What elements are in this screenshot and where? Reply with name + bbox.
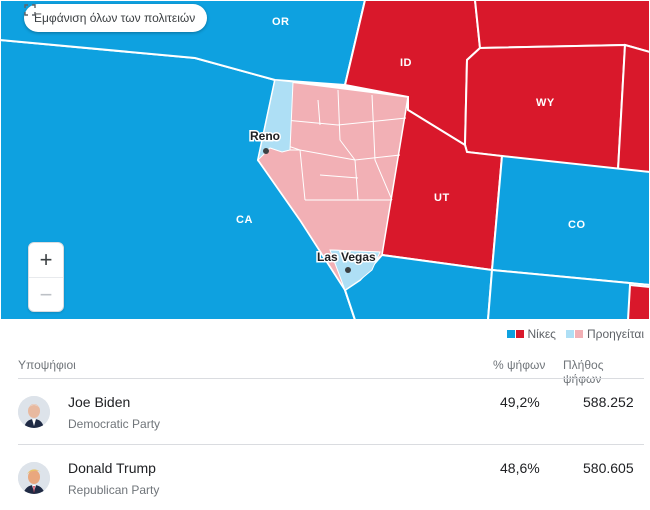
dem-win-swatch — [506, 330, 515, 338]
dem-lead-swatch — [565, 330, 574, 338]
biden-portrait — [18, 396, 50, 428]
header-divider — [18, 378, 644, 379]
header-candidates: Υποψήφιοι — [18, 358, 76, 372]
city-label-reno: Reno — [250, 129, 280, 143]
candidate-name: Donald Trump — [68, 460, 156, 476]
wins-swatches — [506, 330, 524, 338]
rep-win-swatch — [515, 330, 524, 338]
county-washoe[interactable] — [257, 79, 294, 162]
candidate-party: Republican Party — [68, 483, 160, 497]
candidate-percent: 48,6% — [500, 460, 540, 476]
header-percent: % ψήφων — [493, 358, 546, 372]
state-label-ut: UT — [434, 192, 450, 204]
zoom-control: + − — [28, 242, 64, 312]
header-votes: Πλήθος ψήφων — [563, 358, 604, 386]
state-label-co: CO — [568, 219, 586, 231]
map-canvas[interactable]: OR ID WY UT CO CA Reno Las Vegas — [0, 0, 650, 320]
las-vegas-marker — [345, 267, 351, 273]
map-legend: Νίκες Προηγείται — [497, 327, 644, 341]
candidate-votes: 580.605 — [583, 460, 634, 476]
state-label-wy: WY — [536, 97, 555, 109]
legend-leading-label: Προηγείται — [586, 327, 644, 341]
trump-portrait — [18, 462, 50, 494]
candidate-percent: 49,2% — [500, 394, 540, 410]
state-label-id: ID — [400, 57, 412, 69]
state-nm[interactable] — [486, 268, 650, 320]
candidate-row: Donald Trump Republican Party 48,6% 580.… — [18, 444, 644, 510]
legend-leading: Προηγείται — [565, 327, 644, 341]
legend-wins-label: Νίκες — [527, 327, 556, 341]
show-all-states-label: Εμφάνιση όλων των πολιτειών — [34, 11, 196, 25]
county-clark[interactable] — [329, 249, 381, 291]
state-label-ca: CA — [236, 214, 253, 226]
state-label-or: OR — [272, 16, 290, 28]
state-co[interactable] — [490, 154, 650, 287]
show-all-states-button[interactable]: Εμφάνιση όλων των πολιτειών — [24, 4, 208, 32]
row-divider — [18, 444, 644, 445]
rep-lead-swatch — [574, 330, 583, 338]
zoom-in-button[interactable]: + — [39, 247, 53, 272]
candidate-row: Joe Biden Democratic Party 49,2% 588.252 — [18, 378, 644, 444]
leading-swatches — [565, 330, 583, 338]
election-map[interactable]: OR ID WY UT CO CA Reno Las Vegas Εμφάνισ… — [0, 0, 650, 320]
results-table-header: Υποψήφιοι % ψήφων Πλήθος ψήφων — [18, 358, 644, 386]
state-ks[interactable] — [626, 283, 650, 320]
reno-marker — [263, 148, 269, 154]
expand-icon — [24, 4, 36, 16]
zoom-out-button[interactable]: − — [29, 277, 63, 311]
candidate-votes: 588.252 — [583, 394, 634, 410]
legend-wins: Νίκες — [506, 327, 556, 341]
state-ne[interactable] — [616, 43, 650, 174]
candidate-party: Democratic Party — [68, 417, 161, 431]
city-label-las-vegas: Las Vegas — [317, 250, 376, 264]
candidate-name: Joe Biden — [68, 394, 131, 410]
